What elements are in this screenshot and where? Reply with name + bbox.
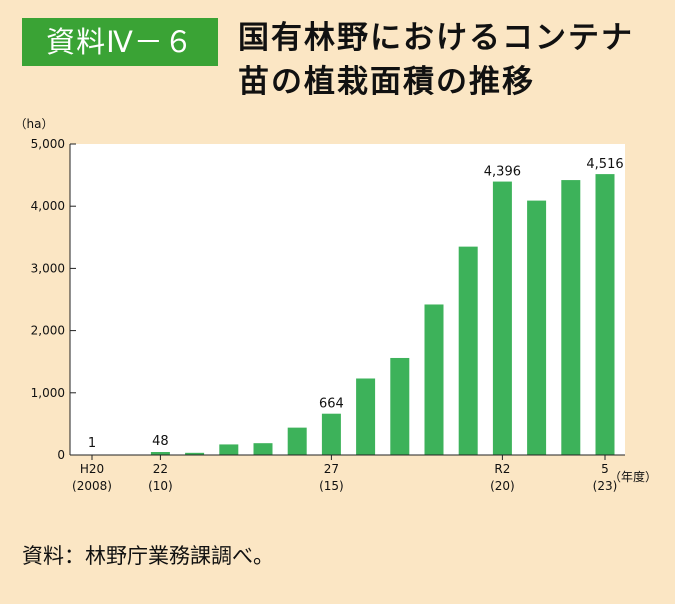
y-axis-label: （ha） <box>15 117 54 131</box>
y-tick-label: 4,000 <box>31 199 65 213</box>
bar <box>561 180 581 455</box>
data-label: 48 <box>152 434 169 449</box>
y-tick-label: 3,000 <box>31 261 65 275</box>
y-tick-label: 2,000 <box>31 324 65 338</box>
figure-number-badge: 資料Ⅳ－６ <box>22 18 218 66</box>
bar <box>185 452 205 455</box>
x-tick-label: H20 <box>80 462 104 476</box>
bar <box>253 443 273 455</box>
y-tick-label: 5,000 <box>31 137 65 151</box>
data-label: 4,516 <box>586 157 623 172</box>
bar <box>219 444 239 455</box>
x-axis-label: （年度） <box>609 469 657 484</box>
bar <box>527 200 547 455</box>
x-tick-label: 5 <box>601 462 609 476</box>
chart-title: 国有林野におけるコンテナ苗の植栽面積の推移 <box>238 20 634 100</box>
source-note: 資料：林野庁業務課調べ。 <box>22 544 274 568</box>
y-tick-label: 1,000 <box>31 386 65 400</box>
bar <box>150 452 170 455</box>
x-tick-sublabel: (20) <box>490 479 515 493</box>
x-tick-sublabel: (15) <box>319 479 344 493</box>
bar <box>321 413 341 455</box>
bar <box>458 246 478 455</box>
data-label: 4,396 <box>484 165 521 180</box>
bar <box>595 174 615 455</box>
x-tick-label: 22 <box>153 462 168 476</box>
bar <box>287 427 307 455</box>
x-tick-sublabel: (10) <box>148 479 173 493</box>
x-tick-label: R2 <box>494 462 510 476</box>
x-tick-sublabel: (23) <box>593 479 618 493</box>
bar <box>356 378 376 455</box>
y-tick-label: 0 <box>57 448 65 462</box>
data-label: 1 <box>88 436 96 451</box>
bar <box>492 181 512 456</box>
bar <box>424 304 444 455</box>
bar-chart: （ha） 0 1,000 2,000 3,000 4,000 5,000 1 48 664 4,39… <box>15 117 657 493</box>
bar <box>390 357 410 455</box>
x-tick-label: 27 <box>324 462 339 476</box>
data-label: 664 <box>319 397 344 412</box>
x-tick-sublabel: (2008) <box>72 479 112 493</box>
